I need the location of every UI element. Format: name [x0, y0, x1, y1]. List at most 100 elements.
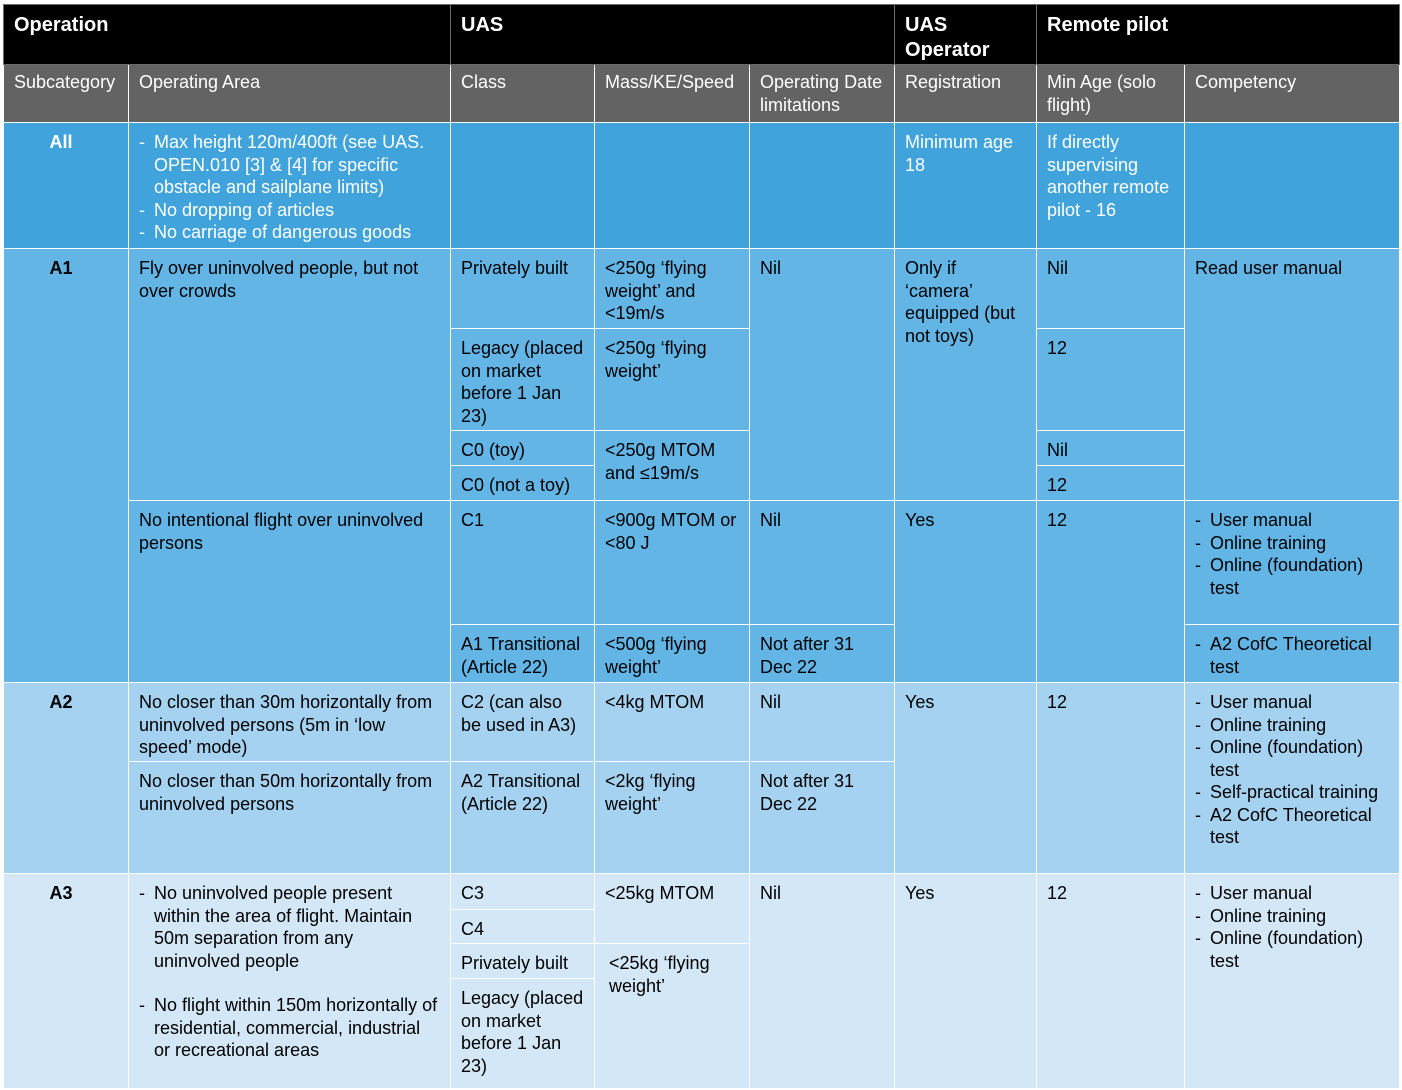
class-all — [450, 122, 596, 249]
col-date-limits: Operating Date limitations — [749, 64, 896, 123]
row-a3-private: Privately built <25kg ‘flying weight’ — [4, 943, 1400, 1089]
registration-all: Minimum age 18 — [894, 122, 1038, 249]
header-remote-pilot: Remote pilot — [1036, 4, 1401, 65]
min-age-a1-legacy: 12 — [1036, 328, 1186, 431]
mass-a1-legacy: <250g ‘flying weight’ — [594, 328, 751, 431]
row-a1-c0-not-toy: C0 (not a toy) 12 — [4, 465, 1400, 501]
class-a3-legacy: Legacy (placed on market before 1 Jan 23… — [450, 978, 596, 1089]
row-a2-c2: A2 No closer than 30m horizontally from … — [3, 682, 1401, 874]
competency-item: Self-practical training — [1195, 781, 1389, 804]
min-age-a3: 12 — [1036, 873, 1186, 1089]
class-a3-private: Privately built — [450, 943, 596, 979]
area-a2-c2: No closer than 30m horizontally from uni… — [127, 682, 452, 762]
area-a3-item: No flight within 150m horizontally of re… — [139, 994, 440, 1062]
registration-a1: Only if ‘camera’ equipped (but not toys) — [894, 248, 1038, 501]
competency-a2: User manual Online training Online (foun… — [1184, 682, 1401, 874]
col-mass: Mass/KE/Speed — [594, 64, 751, 123]
competency-item: Online (foundation) test — [1195, 554, 1389, 599]
header-group-row: Operation UAS UAS Operator Remote pilot — [2, 4, 1401, 65]
date-a1: Nil — [749, 248, 896, 501]
header-uas: UAS — [450, 4, 896, 65]
col-min-age: Min Age (solo flight) — [1036, 64, 1186, 123]
date-all — [749, 122, 896, 249]
competency-all — [1184, 122, 1401, 249]
area-all: Max height 120m/400ft (see UAS. OPEN.010… — [127, 122, 452, 249]
col-subcategory: Subcategory — [3, 64, 129, 123]
registration-a1-c1: Yes — [894, 500, 1038, 683]
mass-a2-c2: <4kg MTOM — [594, 682, 751, 762]
area-all-item: Max height 120m/400ft (see UAS. OPEN.010… — [139, 131, 440, 199]
col-registration: Registration — [894, 64, 1038, 123]
row-a1-c1: No intentional flight over uninvolved pe… — [4, 500, 1401, 683]
area-a2-transitional: No closer than 50m horizontally from uni… — [127, 761, 452, 874]
competency-item: User manual — [1195, 691, 1389, 714]
mass-all — [594, 122, 751, 249]
date-a1-c1: Nil — [749, 500, 896, 625]
competency-a1-transitional: A2 CofC Theoretical test — [1184, 624, 1401, 683]
competency-item: Online training — [1195, 532, 1389, 555]
mass-a3-c3-c4: <25kg MTOM — [594, 873, 751, 944]
row-all: All Max height 120m/400ft (see UAS. OPEN… — [3, 122, 1401, 249]
mass-a3-private-legacy: <25kg ‘flying weight’ — [594, 943, 751, 1089]
competency-item: User manual — [1195, 882, 1389, 905]
class-a3-c3: C3 — [450, 873, 596, 910]
col-operating-area: Operating Area — [127, 64, 452, 123]
min-age-all: If directly supervising another remote p… — [1036, 122, 1186, 249]
class-a1-transitional: A1 Transitional (Article 22) — [450, 624, 596, 683]
row-a1-transitional: A1 Transitional (Article 22) <500g ‘flyi… — [4, 624, 1401, 683]
competency-a1-c1: User manual Online training Online (foun… — [1184, 500, 1401, 625]
min-age-a1-private: Nil — [1036, 248, 1186, 329]
registration-a2: Yes — [894, 682, 1038, 874]
row-a1-c0-toy: C0 (toy) <250g MTOM and ≤19m/s Nil — [4, 430, 1400, 501]
row-a1-private: A1 Fly over uninvolved people, but not o… — [3, 248, 1401, 683]
class-a1-c1: C1 — [450, 500, 596, 625]
class-a1-legacy: Legacy (placed on market before 1 Jan 23… — [450, 328, 596, 431]
min-age-a1-c0-not-toy: 12 — [1036, 465, 1186, 501]
row-a3-c4: C4 — [4, 909, 1400, 944]
competency-item: Online (foundation) test — [1195, 927, 1389, 972]
header-operation: Operation — [2, 4, 452, 65]
col-competency: Competency — [1184, 64, 1401, 123]
area-all-item: No carriage of dangerous goods — [139, 221, 440, 244]
class-a1-c0-toy: C0 (toy) — [450, 430, 596, 466]
col-class: Class — [450, 64, 596, 123]
subcategory-all: All — [3, 122, 129, 249]
class-a1-c0-not-toy: C0 (not a toy) — [450, 465, 596, 501]
competency-item: A2 CofC Theoretical test — [1195, 633, 1389, 678]
subcategory-a3: A3 — [3, 873, 129, 1089]
date-a1-transitional: Not after 31 Dec 22 — [749, 624, 896, 683]
column-header-row: Subcategory Operating Area Class Mass/KE… — [3, 64, 1401, 123]
header-uas-operator: UAS Operator — [894, 4, 1038, 65]
competency-item: Online training — [1195, 714, 1389, 737]
area-a1-over-people: Fly over uninvolved people, but not over… — [127, 248, 452, 501]
class-a3-c4: C4 — [450, 909, 596, 944]
competency-a3: User manual Online training Online (foun… — [1184, 873, 1401, 1089]
min-age-a1-c1: 12 — [1036, 500, 1186, 683]
area-a3-item: No uninvolved people present within the … — [139, 882, 440, 972]
row-a3-legacy: Legacy (placed on market before 1 Jan 23… — [4, 978, 1400, 1089]
min-age-a1-c0-toy: Nil — [1036, 430, 1186, 466]
class-a2-transitional: A2 Transitional (Article 22) — [450, 761, 596, 874]
class-a1-private: Privately built — [450, 248, 596, 329]
mass-a1-c1: <900g MTOM or <80 J — [594, 500, 751, 625]
date-a2-c2: Nil — [749, 682, 896, 762]
date-a3: Nil — [749, 873, 896, 1089]
mass-a1-transitional: <500g ‘flying weight’ — [594, 624, 751, 683]
area-all-item: No dropping of articles — [139, 199, 440, 222]
row-a3-c3: A3 No uninvolved people present within t… — [3, 873, 1401, 1089]
mass-a1-private: <250g ‘flying weight’ and <19m/s — [594, 248, 751, 329]
area-a3: No uninvolved people present within the … — [127, 873, 452, 1089]
mass-a2-transitional: <2kg ‘flying weight’ — [594, 761, 751, 874]
mass-a1-c0: <250g MTOM and ≤19m/s — [594, 430, 751, 501]
subcategory-a2: A2 — [3, 682, 129, 874]
competency-item: Online (foundation) test — [1195, 736, 1389, 781]
competency-a1: Read user manual — [1184, 248, 1401, 501]
min-age-a2: 12 — [1036, 682, 1186, 874]
area-a1-no-intentional: No intentional flight over uninvolved pe… — [127, 500, 452, 683]
uas-operations-table: Operation UAS UAS Operator Remote pilot … — [2, 4, 1401, 1089]
date-a2-transitional: Not after 31 Dec 22 — [749, 761, 896, 874]
competency-item: A2 CofC Theoretical test — [1195, 804, 1389, 849]
registration-a3: Yes — [894, 873, 1038, 1089]
competency-item: Online training — [1195, 905, 1389, 928]
row-a1-legacy: Legacy (placed on market before 1 Jan 23… — [4, 328, 1400, 431]
